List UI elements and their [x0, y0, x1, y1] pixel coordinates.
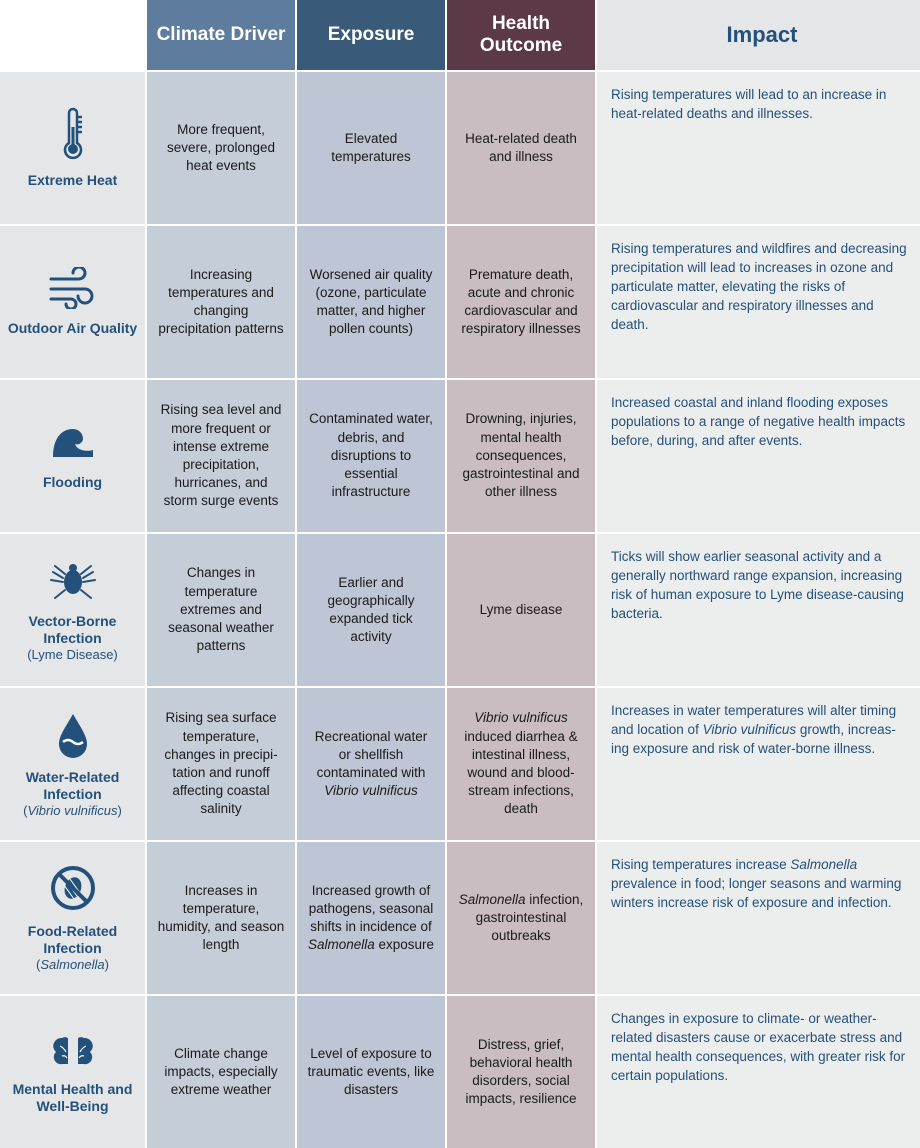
row-subtitle: (Lyme Disease) — [27, 647, 118, 663]
cell-outcome: Vibrio vulnificus induced diarrhea & int… — [447, 688, 595, 840]
header-impact: Impact — [597, 0, 920, 70]
row-title: Outdoor Air Quality — [8, 320, 137, 337]
row-title: Food-Related Infection — [4, 923, 141, 957]
cell-driver: Increases in temperature, humidity, and … — [147, 842, 295, 994]
row-label-food-related: Food-Related Infection (Salmonella) — [0, 842, 145, 994]
row-title: Mental Health and Well-Being — [4, 1081, 141, 1115]
header-outcome: Health Outcome — [447, 0, 595, 70]
cell-exposure: Increased growth of pathogens, seasonal … — [297, 842, 445, 994]
no-food-icon — [49, 864, 97, 917]
cell-exposure: Recreational water or shellfish contamin… — [297, 688, 445, 840]
cell-driver: Climate change impacts, especially extre… — [147, 996, 295, 1148]
cell-exposure: Elevated temperatures — [297, 72, 445, 224]
row-title: Vector-Borne Infection — [4, 613, 141, 647]
cell-impact: Rising temperatures will lead to an incr… — [597, 72, 920, 224]
wind-icon — [47, 267, 99, 314]
row-label-mental-health: Mental Health and Well-Being — [0, 996, 145, 1148]
header-blank — [0, 0, 145, 70]
row-label-flooding: Flooding — [0, 380, 145, 532]
cell-impact: Changes in exposure to climate- or weath… — [597, 996, 920, 1148]
header-driver: Climate Driver — [147, 0, 295, 70]
row-label-air-quality: Outdoor Air Quality — [0, 226, 145, 378]
cell-driver: Rising sea surface temperature, changes … — [147, 688, 295, 840]
cell-driver: Increasing temperatures and changing pre… — [147, 226, 295, 378]
row-subtitle: (Salmonella) — [36, 957, 109, 973]
row-title: Extreme Heat — [28, 172, 118, 189]
cell-impact: Ticks will show earlier seasonal activit… — [597, 534, 920, 686]
climate-health-table: Climate Driver Exposure Health Outcome I… — [0, 0, 920, 1148]
cell-outcome: Salmonella infection, gastrointestinal o… — [447, 842, 595, 994]
cell-impact: Increased coastal and inland flooding ex… — [597, 380, 920, 532]
cell-exposure: Level of exposure to traumatic events, l… — [297, 996, 445, 1148]
row-label-extreme-heat: Extreme Heat — [0, 72, 145, 224]
cell-impact: Increases in water temperatures will alt… — [597, 688, 920, 840]
row-title: Flooding — [43, 474, 102, 491]
cell-outcome: Premature death, acute and chronic cardi… — [447, 226, 595, 378]
row-label-water-related: Water-Related Infection (Vibrio vulnific… — [0, 688, 145, 840]
cell-outcome: Drowning, injuries, mental health conseq… — [447, 380, 595, 532]
brain-icon — [48, 1030, 98, 1075]
cell-exposure: Contaminated water, debris, and disrupti… — [297, 380, 445, 532]
row-label-vector-borne: Vector-Borne Infection (Lyme Disease) — [0, 534, 145, 686]
cell-outcome: Distress, grief, behavioral health disor… — [447, 996, 595, 1148]
cell-exposure: Earlier and geographically expanded tick… — [297, 534, 445, 686]
cell-exposure: Worsened air quality (ozone, particulate… — [297, 226, 445, 378]
cell-driver: Changes in temperature extremes and seas… — [147, 534, 295, 686]
cell-driver: More frequent, severe, prolonged heat ev… — [147, 72, 295, 224]
thermometer-icon — [56, 107, 90, 166]
cell-impact: Rising temperatures and wildfires and de… — [597, 226, 920, 378]
row-title: Water-Related Infection — [4, 769, 141, 803]
header-exposure: Exposure — [297, 0, 445, 70]
cell-outcome: Heat-related death and illness — [447, 72, 595, 224]
droplet-icon — [53, 710, 93, 763]
row-subtitle: (Vibrio vulnificus) — [23, 803, 122, 819]
cell-outcome: Lyme disease — [447, 534, 595, 686]
wave-icon — [47, 421, 99, 468]
cell-impact: Rising temperatures increase Salmonella … — [597, 842, 920, 994]
cell-driver: Rising sea level and more frequent or in… — [147, 380, 295, 532]
tick-icon — [49, 558, 97, 607]
